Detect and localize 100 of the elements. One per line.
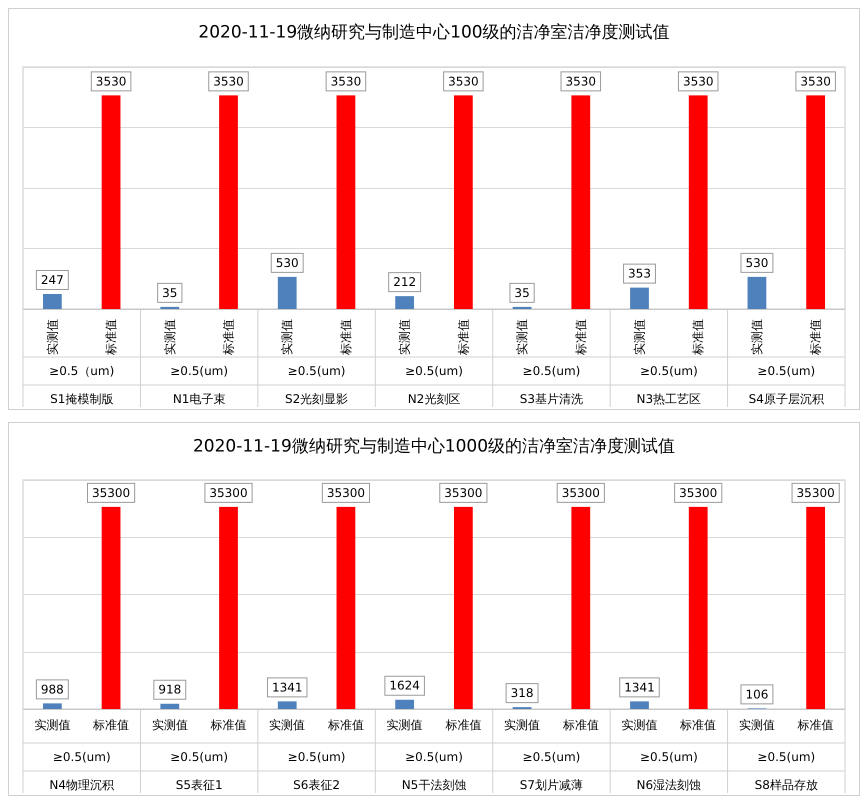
data-label: 3530 bbox=[448, 74, 479, 88]
text: S3基片清洗 bbox=[520, 392, 584, 406]
text: S5表征1 bbox=[176, 778, 223, 792]
x-tick-label: 标准值 bbox=[574, 319, 588, 356]
x-tick-label: 实测值 bbox=[398, 319, 412, 355]
x-tick-label: 标准值 bbox=[691, 319, 706, 356]
text: ≥0.5(um) bbox=[288, 364, 346, 378]
bar bbox=[336, 506, 356, 709]
bar bbox=[395, 700, 414, 709]
x-tick-label: 标准值 bbox=[679, 718, 716, 732]
text: ≥0.5(um) bbox=[405, 364, 463, 378]
data-label: 35300 bbox=[796, 486, 835, 500]
x-tick-label: 实测值 bbox=[504, 718, 540, 732]
bar bbox=[806, 506, 826, 709]
data-label: 35300 bbox=[209, 486, 248, 500]
x-tick-label: 实测值 bbox=[45, 319, 60, 355]
data-label: 318 bbox=[510, 686, 534, 700]
x-tick-label: 标准值 bbox=[562, 718, 599, 732]
text: S4原子层沉积 bbox=[748, 392, 824, 406]
data-label: 212 bbox=[393, 275, 416, 290]
x-tick-label: 实测值 bbox=[269, 718, 306, 732]
text: S2光刻显影 bbox=[284, 392, 348, 406]
bar bbox=[630, 701, 649, 709]
x-tick-label: 实测值 bbox=[152, 718, 188, 732]
x-tick-label: 标准值 bbox=[456, 319, 470, 356]
chart-title: 2020-11-19微纳研究与制造中心1000级的洁净室洁净度测试值 bbox=[192, 436, 676, 456]
x-tick-label: 标准值 bbox=[92, 718, 130, 732]
bar bbox=[571, 506, 590, 709]
bar bbox=[219, 506, 238, 709]
bar bbox=[42, 294, 62, 309]
data-label: 35300 bbox=[444, 486, 482, 500]
bar bbox=[630, 288, 649, 309]
text: S8样品存放 bbox=[754, 778, 818, 792]
x-tick-label: 实测值 bbox=[632, 319, 646, 355]
x-tick-label: 标准值 bbox=[808, 319, 823, 356]
bar bbox=[748, 276, 766, 309]
data-label: 530 bbox=[276, 256, 299, 270]
data-label: 35 bbox=[162, 286, 178, 300]
data-label: 1624 bbox=[389, 678, 420, 693]
x-tick-label: 实测值 bbox=[750, 319, 764, 355]
text: ≥0.5(um) bbox=[522, 750, 580, 764]
data-label: 3530 bbox=[96, 74, 126, 88]
text: ≥0.5(um) bbox=[640, 364, 698, 378]
data-label: 3530 bbox=[566, 74, 596, 88]
x-tick-label: 实测值 bbox=[515, 319, 530, 355]
data-label: 353 bbox=[628, 266, 651, 281]
text: S6表征2 bbox=[293, 778, 340, 792]
data-label: 35300 bbox=[326, 486, 366, 500]
text: ≥0.5（um) bbox=[49, 364, 114, 378]
data-label: 35300 bbox=[562, 486, 600, 500]
text: N1电子束 bbox=[172, 392, 226, 406]
bar bbox=[454, 95, 473, 309]
x-tick-label: 标准值 bbox=[444, 718, 482, 732]
bar bbox=[160, 704, 180, 709]
bar bbox=[688, 95, 708, 309]
bar bbox=[688, 506, 708, 709]
data-label: 247 bbox=[40, 273, 64, 288]
data-label: 106 bbox=[745, 687, 768, 702]
data-label: 3530 bbox=[213, 74, 244, 88]
bar bbox=[571, 95, 590, 309]
text: ≥0.5(um) bbox=[170, 364, 228, 378]
text: S1掩模制版 bbox=[50, 392, 114, 406]
x-tick-label: 标准值 bbox=[222, 319, 236, 356]
data-label: 3530 bbox=[682, 74, 714, 88]
x-tick-label: 标准值 bbox=[338, 319, 353, 356]
text: ≥0.5(um) bbox=[170, 750, 228, 764]
x-tick-label: 标准值 bbox=[796, 718, 834, 732]
bar bbox=[395, 296, 414, 309]
bar bbox=[219, 95, 238, 309]
x-tick-label: 实测值 bbox=[34, 718, 70, 732]
text: N4物理沉积 bbox=[49, 778, 114, 792]
chart-title: 2020-11-19微纳研究与制造中心100级的洁净室洁净度测试值 bbox=[198, 22, 670, 42]
data-label: 3530 bbox=[330, 74, 362, 88]
data-label: 988 bbox=[40, 682, 64, 696]
text: S7划片减薄 bbox=[520, 778, 584, 792]
bar bbox=[102, 95, 120, 309]
text: ≥0.5(um) bbox=[757, 750, 816, 764]
data-label: 35 bbox=[514, 286, 530, 300]
data-label: 1341 bbox=[624, 680, 655, 694]
text: ≥0.5(um) bbox=[52, 750, 111, 764]
bar bbox=[42, 703, 62, 709]
text: N5干法刻蚀 bbox=[402, 778, 466, 792]
data-label: 35300 bbox=[92, 486, 130, 500]
data-label: 35300 bbox=[679, 486, 718, 500]
text: ≥0.5(um) bbox=[405, 750, 463, 764]
text: N3热工艺区 bbox=[636, 392, 702, 406]
x-tick-label: 实测值 bbox=[738, 718, 775, 732]
x-tick-label: 标准值 bbox=[326, 718, 364, 732]
bar bbox=[102, 506, 120, 709]
text: ≥0.5(um) bbox=[640, 750, 698, 764]
data-label: 530 bbox=[745, 256, 768, 270]
bar bbox=[278, 701, 297, 709]
x-tick-label: 实测值 bbox=[280, 319, 294, 355]
text: ≥0.5(um) bbox=[288, 750, 346, 764]
x-tick-label: 实测值 bbox=[622, 718, 658, 732]
data-label: 918 bbox=[158, 682, 182, 697]
text: N6湿法刻蚀 bbox=[636, 778, 702, 792]
text: N2光刻区 bbox=[408, 392, 460, 406]
bar bbox=[278, 276, 297, 309]
bar bbox=[806, 95, 826, 309]
